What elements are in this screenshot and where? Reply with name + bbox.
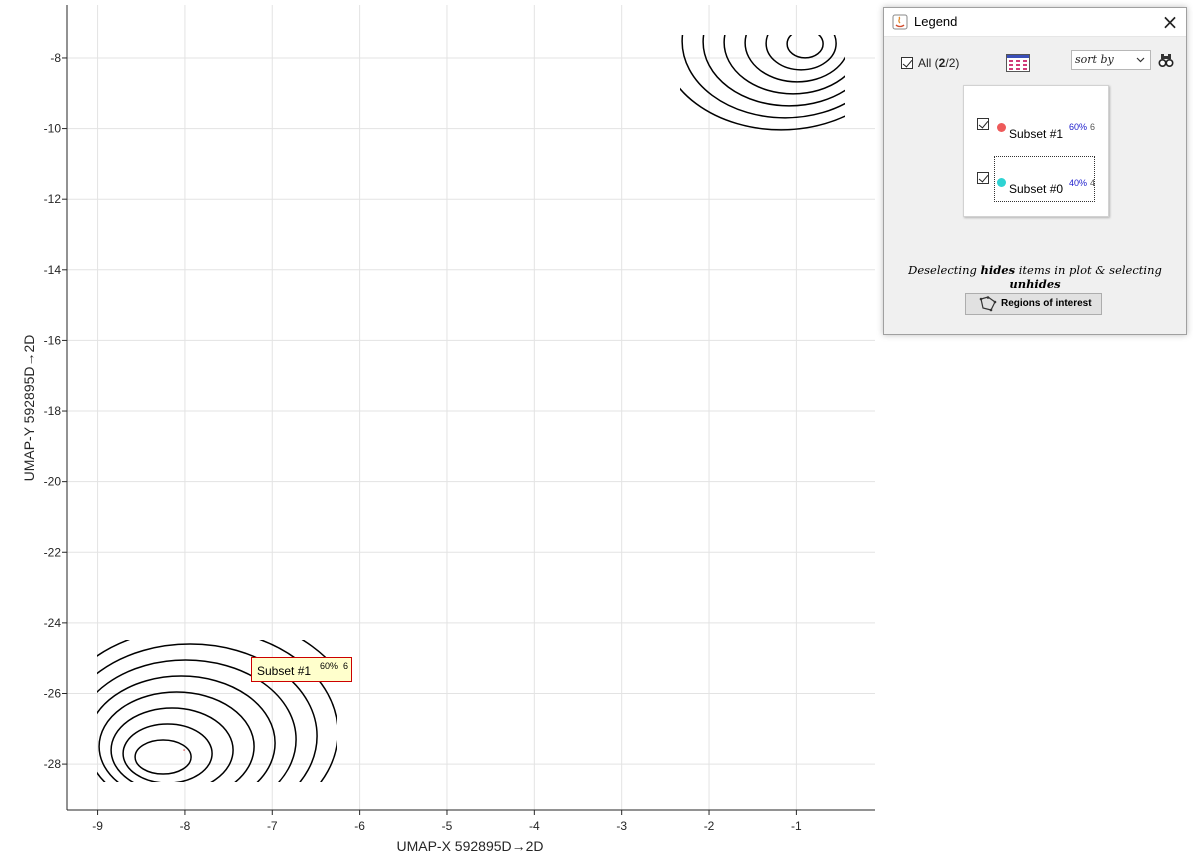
contour-line xyxy=(97,675,276,782)
contour-line xyxy=(97,643,318,782)
chevron-down-icon xyxy=(1136,57,1145,63)
plot-axes xyxy=(62,5,875,815)
subset-0-label: Subset #0 xyxy=(1009,182,1064,196)
subset-1-color-dot xyxy=(997,123,1006,132)
contour-line xyxy=(97,659,297,782)
datatip[interactable]: Subset #1 60% 6 xyxy=(251,657,352,682)
contour-line xyxy=(134,739,192,775)
subset-1-point xyxy=(183,749,185,751)
y-tick-label: -8 xyxy=(50,51,61,65)
subset-1-checkbox[interactable] xyxy=(977,118,989,130)
x-tick-label: -8 xyxy=(180,819,191,833)
close-button[interactable]: × xyxy=(1154,8,1186,36)
subset-0-stats: 40% 4 xyxy=(1069,178,1096,188)
density-contours xyxy=(97,35,845,782)
y-tick-label: -28 xyxy=(44,757,62,771)
contour-line xyxy=(98,691,255,782)
subset-1-contours xyxy=(97,640,337,782)
legend-title: Legend xyxy=(914,14,958,29)
regions-of-interest-label: Regions of interest xyxy=(1001,298,1092,309)
table-icon[interactable] xyxy=(1006,54,1030,72)
x-axis-label: UMAP-X 592895D→2D xyxy=(396,838,543,854)
y-tick-label: -18 xyxy=(44,404,62,418)
java-app-icon xyxy=(892,14,908,30)
all-checkbox[interactable] xyxy=(901,57,913,69)
y-tick-label: -20 xyxy=(44,475,62,489)
close-icon: × xyxy=(1161,10,1179,34)
x-tick-label: -3 xyxy=(616,819,627,833)
list-item[interactable]: Subset #0 40% 4 xyxy=(964,156,1108,202)
legend-titlebar[interactable]: Legend × xyxy=(884,8,1186,37)
contour-line xyxy=(110,707,234,782)
datatip-stats: 60% 6 xyxy=(320,661,349,671)
x-tick-label: -7 xyxy=(267,819,278,833)
y-tick-label: -14 xyxy=(44,263,62,277)
regions-of-interest-button[interactable]: Regions of interest xyxy=(965,293,1102,315)
datatip-label: Subset #1 xyxy=(257,664,312,678)
contour-line xyxy=(765,35,837,71)
all-count-label: All (2/2) xyxy=(918,56,960,70)
subset-0-checkbox[interactable] xyxy=(977,172,989,184)
subset-0-contours xyxy=(680,35,845,131)
contour-line xyxy=(680,87,845,131)
focus-indicator xyxy=(994,156,1095,202)
x-tick-label: -4 xyxy=(529,819,540,833)
x-tick-label: -1 xyxy=(791,819,802,833)
subset-list[interactable]: Subset #1 60% 6 Subset #0 40% 4 xyxy=(963,85,1109,217)
plot-grid xyxy=(67,5,875,810)
y-tick-label: -16 xyxy=(44,333,62,347)
y-tick-label: -22 xyxy=(44,545,62,559)
y-tick-label: -26 xyxy=(44,686,62,700)
y-axis-label: UMAP-Y 592895D→2D xyxy=(21,335,37,482)
y-tick-label: -24 xyxy=(44,616,62,630)
subset-0-color-dot xyxy=(997,178,1006,187)
x-tick-label: -5 xyxy=(442,819,453,833)
contour-line xyxy=(723,35,845,95)
tick-labels: -9 -8 -7 -6 -5 -4 -3 -2 -1 -8 -10 -12 -14 -16 -18 -20 -2… xyxy=(44,51,802,833)
y-tick-label: -12 xyxy=(44,192,62,206)
x-tick-label: -2 xyxy=(704,819,715,833)
subset-1-label: Subset #1 xyxy=(1009,127,1064,141)
legend-hint: Deselecting hides items in plot & select… xyxy=(908,263,1162,291)
contour-line xyxy=(744,35,845,83)
contour-line xyxy=(681,35,845,119)
contour-line xyxy=(122,723,213,782)
subset-1-stats: 60% 6 xyxy=(1069,122,1096,132)
contour-line xyxy=(702,35,845,107)
binoculars-icon[interactable] xyxy=(1158,52,1174,68)
polygon-roi-icon xyxy=(979,296,997,312)
y-tick-label: -10 xyxy=(44,122,62,136)
sort-by-label: sort by xyxy=(1075,53,1114,66)
x-tick-label: -6 xyxy=(354,819,365,833)
sort-by-dropdown[interactable]: sort by xyxy=(1071,50,1151,70)
contour-line xyxy=(301,640,337,671)
x-tick-label: -9 xyxy=(92,819,103,833)
contour-line xyxy=(786,35,824,59)
legend-window[interactable]: Legend × All (2/2) sort by Subset #1 xyxy=(883,7,1187,335)
list-item[interactable]: Subset #1 60% 6 xyxy=(964,108,1108,154)
